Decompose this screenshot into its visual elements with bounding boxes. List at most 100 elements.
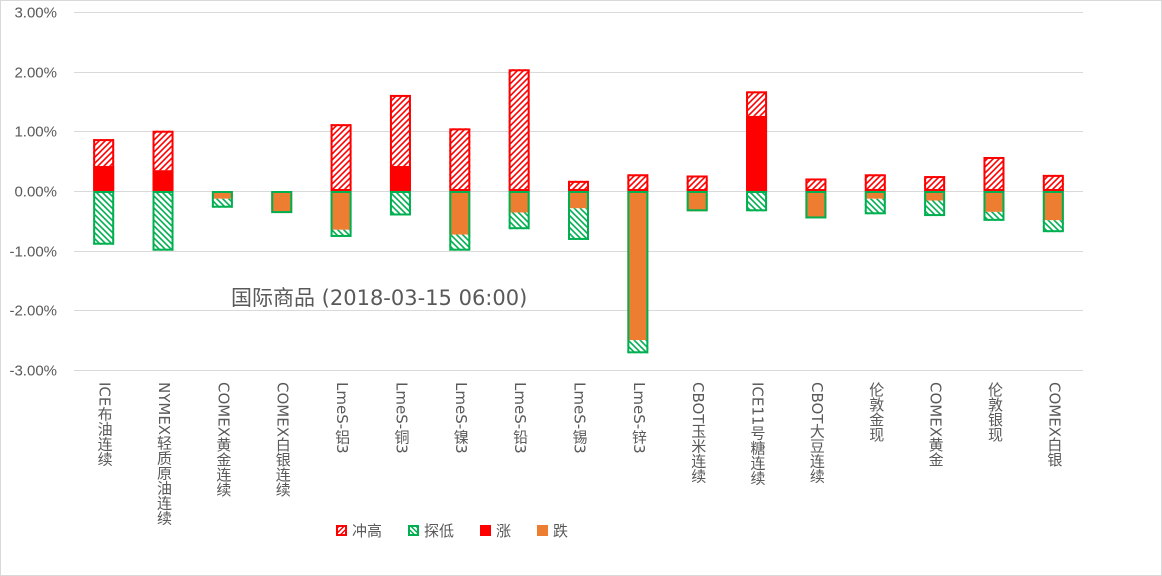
- x-tick-label: LmeS-锌3: [629, 382, 648, 454]
- bar-fall: [449, 191, 471, 235]
- bar-high-outline: [330, 124, 352, 191]
- legend-swatch-low: [408, 525, 420, 536]
- bar-low-outline: [686, 191, 708, 212]
- bar-low-outline: [508, 191, 530, 230]
- bar-low: [1042, 220, 1064, 233]
- bar-rise: [93, 165, 115, 191]
- bar-low: [93, 191, 115, 245]
- bar-fall: [924, 191, 946, 201]
- legend-item-high: 冲高: [336, 520, 382, 541]
- x-tick-label: NYMEX轻质原油连续: [155, 382, 174, 526]
- bar-fall: [805, 191, 827, 219]
- x-tick-label: CBOT玉米连续: [689, 382, 708, 484]
- bar-low-outline: [805, 191, 827, 219]
- bar-low: [449, 234, 471, 251]
- x-tick-label: 伦敦金现: [867, 382, 886, 442]
- bar-high: [330, 124, 352, 191]
- x-tick-label: 伦敦银现: [985, 382, 1004, 442]
- bar-low-outline: [449, 191, 471, 251]
- bar-low: [924, 200, 946, 217]
- bar-low-outline: [1042, 191, 1064, 233]
- bar-high-outline: [686, 175, 708, 191]
- bar-low: [508, 212, 530, 230]
- y-tick-label: -1.00%: [9, 244, 57, 261]
- bar-fall: [330, 191, 352, 230]
- bar-low: [389, 191, 411, 216]
- x-tick-label: LmeS-铝3: [333, 382, 352, 454]
- bar-high: [864, 174, 886, 191]
- bar-fall: [271, 191, 293, 214]
- legend-swatch-fall: [537, 525, 549, 536]
- legend-item-rise: 涨: [480, 520, 511, 541]
- bar-low: [746, 191, 768, 212]
- y-tick-label: -2.00%: [9, 303, 57, 320]
- y-tick-label: 1.00%: [14, 124, 57, 141]
- x-tick-label: ICE布油连续: [95, 382, 114, 467]
- bar-high: [627, 174, 649, 191]
- bar-rise: [152, 170, 174, 191]
- x-tick-label: LmeS-镍3: [451, 382, 470, 454]
- bar-high-outline: [1042, 174, 1064, 191]
- bar-high: [686, 175, 708, 191]
- bar-fall: [864, 191, 886, 199]
- bar-high: [449, 128, 471, 191]
- bar-fall: [627, 191, 649, 341]
- bar-low-outline: [746, 191, 768, 212]
- bar-high-outline: [983, 156, 1005, 192]
- bar-low-outline: [330, 191, 352, 237]
- y-tick-label: 0.00%: [14, 184, 57, 201]
- legend-swatch-high: [336, 525, 347, 536]
- bar-low: [983, 211, 1005, 221]
- bar-high: [93, 139, 115, 166]
- x-tick-label: LmeS-铅3: [511, 382, 530, 454]
- bar-low-outline: [271, 191, 293, 214]
- bar-high: [568, 180, 589, 191]
- y-tick-label: 2.00%: [14, 65, 57, 82]
- bar-high-outline: [449, 128, 471, 192]
- x-tick-label: ICE11号糖连续: [748, 382, 767, 486]
- bar-high-outline: [746, 91, 768, 191]
- bar-high: [152, 130, 174, 171]
- x-tick-label: COMEX黄金: [926, 382, 945, 467]
- bar-fall: [211, 191, 233, 199]
- bar-high-outline: [805, 178, 827, 192]
- x-tick-label: LmeS-铜3: [392, 382, 411, 454]
- bar-low: [568, 208, 589, 240]
- bar-fall: [1042, 191, 1064, 221]
- x-tick-label: COMEX白银连续: [273, 382, 292, 497]
- bar-high: [924, 176, 946, 191]
- legend-label: 涨: [496, 522, 512, 540]
- bar-low-outline: [627, 191, 649, 354]
- bar-high-outline: [508, 69, 530, 191]
- bar-low-outline: [389, 191, 411, 216]
- x-tick-label: LmeS-锡3: [570, 382, 589, 454]
- bar-high: [805, 178, 827, 191]
- y-tick-label: 3.00%: [14, 5, 57, 22]
- chart-annotation: 国际商品 (2018-03-15 06:00): [231, 286, 528, 310]
- bar-high-outline: [568, 180, 589, 192]
- bar-low: [627, 340, 649, 354]
- bar-high-outline: [864, 174, 886, 192]
- bar-high: [1042, 174, 1064, 191]
- bar-high-outline: [152, 130, 174, 191]
- bar-low-outline: [211, 191, 233, 208]
- bar-low-outline: [924, 191, 946, 217]
- bar-low-outline: [152, 191, 174, 251]
- bar-high: [746, 91, 768, 116]
- bar-low: [211, 198, 233, 208]
- legend-item-low: 探低: [408, 520, 454, 541]
- bar-fall: [983, 191, 1005, 212]
- legend-label: 冲高: [352, 522, 383, 540]
- bar-rise: [746, 115, 768, 191]
- bar-low-outline: [93, 191, 115, 245]
- bar-low: [330, 229, 352, 237]
- y-tick-label: -3.00%: [9, 363, 57, 380]
- x-tick-label: CBOT大豆连续: [807, 382, 826, 484]
- bar-fall: [686, 191, 708, 212]
- bar-high-outline: [924, 176, 946, 191]
- bar-fall: [568, 191, 589, 209]
- bar-low-outline: [864, 191, 886, 215]
- bar-high: [508, 69, 530, 191]
